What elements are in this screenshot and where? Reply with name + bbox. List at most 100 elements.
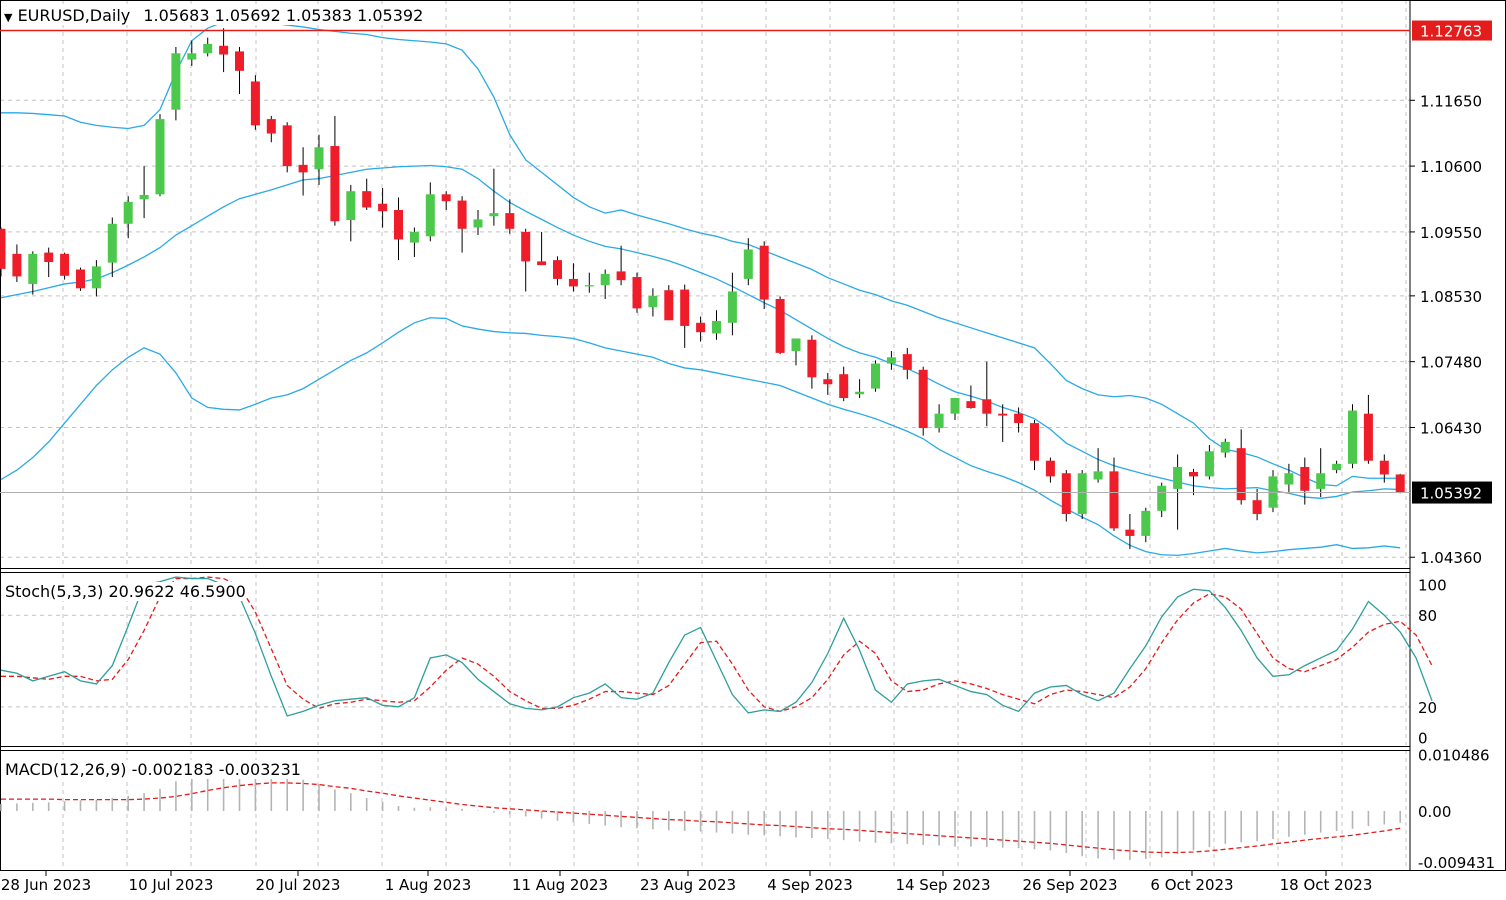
candle-body [44,252,54,263]
candles[interactable] [0,28,1405,550]
candle-body [950,398,960,414]
candle-body [807,339,817,378]
candle-body [839,374,849,399]
candle-body [982,399,992,414]
macd-histogram [0,766,1401,861]
time-tick-label: 18 Oct 2023 [1280,876,1373,894]
candle-body [902,354,912,370]
ohlc-values: 1.05683 1.05692 1.05383 1.05392 [143,6,424,25]
candle-body [330,146,340,222]
candle-body [1157,485,1167,511]
candle-body [346,191,356,221]
candle-body [378,203,388,212]
candle-body [107,223,117,263]
stoch-header: Stoch(5,3,3) 20.9622 46.5900 [5,582,246,601]
time-tick-label: 1 Aug 2023 [385,876,472,894]
candle-body [1093,471,1103,480]
candle-body [1395,474,1405,493]
candle-body [521,231,531,262]
stoch-tick-label: 0 [1418,729,1428,747]
price-levels [0,29,1410,494]
candle-body [664,290,674,321]
candle-body [537,261,547,266]
current-price-label: 1.05392 [1420,485,1482,503]
candle-body [1045,460,1055,477]
candle-body [362,191,372,208]
candle-body [441,194,451,202]
candle-body [871,363,880,389]
candle-body [727,291,737,323]
bollinger-middle-line [0,164,1401,499]
stoch-tick-label: 20 [1418,699,1437,717]
time-tick-label: 23 Aug 2023 [640,876,736,894]
resistance-price-tag [1412,20,1492,41]
candle-body [91,266,101,289]
bollinger-lower-line [0,317,1401,556]
stoch-tick-label: 100 [1418,577,1447,595]
time-tick-label: 26 Sep 2023 [1022,876,1117,894]
candle-body [425,194,435,237]
time-tick-label: 14 Sep 2023 [895,876,990,894]
panel-frames [0,0,1506,871]
candle-body [1125,529,1135,536]
dropdown-triangle-icon[interactable]: ▼ [4,11,13,24]
candle-body [632,277,642,309]
candle-body [1300,466,1310,491]
candle-body [250,81,260,126]
macd-header: MACD(12,26,9) -0.002183 -0.003231 [5,760,301,779]
candle-body [1316,473,1326,489]
price-tick-label: 1.06430 [1420,419,1482,437]
candle-body [1268,476,1278,508]
candle-body [1220,441,1230,453]
candle-body [203,43,213,54]
time-tick-label: 4 Sep 2023 [767,876,853,894]
candle-body [553,260,562,279]
bollinger-upper-line [1,20,1401,487]
candle-body [1077,473,1087,514]
candle-body [1061,473,1071,514]
resistance-price-label: 1.12763 [1420,23,1482,41]
macd-tick-label: -0.009431 [1418,854,1495,872]
candle-body [886,357,896,364]
candle-body [934,413,944,429]
candle-body [568,278,578,287]
candle-body [1363,413,1373,461]
candle-body [791,338,801,352]
macd-tick-label: 0.00 [1418,803,1451,821]
candle-body [60,253,70,276]
macd-tick-label: 0.010486 [1418,746,1490,764]
candle-body [1348,410,1357,464]
candle-body [1379,460,1389,475]
candle-body [1109,471,1119,529]
candle-body [584,285,594,287]
time-tick-label: 28 Jun 2023 [1,876,91,894]
candle-body [855,391,865,395]
price-tick-label: 1.08530 [1420,288,1482,306]
candle-body [219,45,229,55]
candle-body [680,289,690,326]
candle-body [123,201,133,224]
outer-frame [0,0,1506,871]
candle-body [743,249,753,279]
price-tick-label: 1.11650 [1420,92,1482,110]
candle-body [696,322,706,333]
candle-body [775,298,785,353]
stoch-tick-label: 80 [1418,607,1437,625]
candle-body [282,125,292,167]
grid-lines [0,0,1410,866]
candle-body [1252,500,1262,514]
candle-body [266,119,276,134]
main-header: ▼ EURUSD,Daily 1.05683 1.05692 1.05383 1… [4,6,424,25]
candle-body [76,269,85,289]
time-tick-label: 10 Jul 2023 [129,876,214,894]
candle-body [1236,448,1246,501]
candle-body [298,164,308,173]
candle-body [823,379,833,385]
candle-body [648,295,658,308]
candle-body [457,200,467,229]
candle-body [139,194,149,200]
candle-body [918,369,928,429]
candle-body [1030,423,1039,461]
candle-body [966,401,976,409]
